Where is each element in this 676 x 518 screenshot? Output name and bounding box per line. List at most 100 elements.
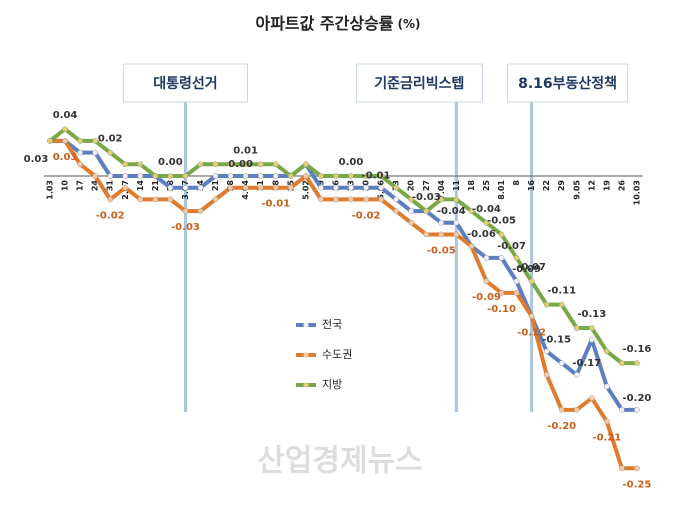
point xyxy=(619,360,625,366)
value-label: -0.13 xyxy=(577,309,606,320)
event-box xyxy=(355,63,483,103)
point xyxy=(498,254,505,261)
point xyxy=(107,173,114,179)
point xyxy=(363,173,369,179)
point xyxy=(543,301,550,308)
legend-label: 수도권 xyxy=(322,348,352,361)
point xyxy=(47,138,53,144)
point xyxy=(107,149,114,156)
point xyxy=(92,149,99,156)
legend-label: 지방 xyxy=(322,378,342,391)
point xyxy=(242,184,249,191)
value-label: -0.25 xyxy=(623,479,652,490)
value-label: -0.01 xyxy=(362,171,391,182)
value-label: -0.05 xyxy=(487,215,516,226)
x-tick-label: 18 xyxy=(467,180,476,192)
point xyxy=(513,278,520,285)
point xyxy=(558,406,565,413)
x-tick-label: 11 xyxy=(452,180,461,192)
x-tick-label: 5.02 xyxy=(301,180,310,200)
value-label: -0.09 xyxy=(512,264,541,275)
point xyxy=(483,219,490,226)
x-tick-label: 7.04 xyxy=(437,180,446,200)
value-label: 0.02 xyxy=(98,134,123,145)
x-tick-label: 17 xyxy=(76,180,85,191)
point xyxy=(242,173,249,179)
x-tick-label: 12 xyxy=(587,180,596,191)
point xyxy=(92,138,99,144)
value-label: 0.00 xyxy=(339,157,364,168)
point xyxy=(588,395,595,402)
point xyxy=(498,290,505,296)
legend-label: 전국 xyxy=(322,318,342,331)
point xyxy=(573,371,580,378)
point xyxy=(408,219,415,226)
x-tick-label: 21 xyxy=(151,180,160,192)
value-label: -0.07 xyxy=(497,241,526,252)
x-tick-label: 8 xyxy=(512,180,521,186)
point xyxy=(483,254,490,261)
point xyxy=(558,301,565,308)
point xyxy=(137,161,144,168)
value-label: -0.03 xyxy=(412,192,441,203)
point xyxy=(393,184,399,191)
point xyxy=(453,219,460,226)
value-label: -0.01 xyxy=(261,199,290,210)
chart-title: 아파트값 주간상승률 (%) xyxy=(255,14,420,33)
x-tick-label: 21 xyxy=(211,180,220,192)
point xyxy=(468,208,475,214)
value-label: -0.07 xyxy=(517,262,546,273)
point xyxy=(182,208,189,214)
point xyxy=(107,196,114,203)
point xyxy=(257,173,264,179)
value-label: -0.10 xyxy=(487,304,516,315)
point xyxy=(197,184,204,191)
x-tick-label: 8.01 xyxy=(497,180,506,200)
point xyxy=(393,196,399,203)
point xyxy=(588,336,595,343)
x-tick-label: 14 xyxy=(136,180,145,192)
x-tick-label: 1.03 xyxy=(46,180,55,200)
point xyxy=(137,196,144,203)
point xyxy=(348,184,354,191)
point xyxy=(272,184,279,191)
point xyxy=(604,418,610,425)
point xyxy=(182,173,189,179)
x-tick-label: 24 xyxy=(91,180,100,192)
x-tick-label: 16 xyxy=(527,180,536,192)
point xyxy=(378,173,384,179)
point xyxy=(513,254,520,261)
point xyxy=(378,184,384,191)
point xyxy=(152,196,159,203)
point xyxy=(227,173,234,179)
value-label: -0.15 xyxy=(542,334,571,345)
point xyxy=(528,313,535,320)
point xyxy=(257,161,264,168)
value-label: 0.03 xyxy=(53,152,78,163)
point xyxy=(408,196,415,203)
point xyxy=(619,465,625,472)
point xyxy=(378,196,384,203)
event-box xyxy=(507,63,629,103)
point xyxy=(167,173,174,179)
point xyxy=(588,325,595,331)
value-label: -0.04 xyxy=(437,206,466,217)
value-label: -0.11 xyxy=(547,286,576,297)
point xyxy=(257,184,264,191)
point xyxy=(227,161,234,168)
title-unit: (%) xyxy=(398,17,421,31)
watermark: 산업경제뉴스 xyxy=(257,444,423,479)
point xyxy=(468,243,475,250)
value-label: -0.21 xyxy=(592,433,621,444)
value-label: 0.03 xyxy=(24,154,49,165)
legend-marker xyxy=(303,322,309,328)
x-tick-label: 9.05 xyxy=(572,180,581,200)
value-label: -0.05 xyxy=(427,245,456,256)
point xyxy=(363,184,369,191)
legend-marker xyxy=(303,352,309,358)
point xyxy=(137,173,144,179)
point xyxy=(77,161,83,168)
point xyxy=(212,173,219,179)
point xyxy=(634,406,640,413)
